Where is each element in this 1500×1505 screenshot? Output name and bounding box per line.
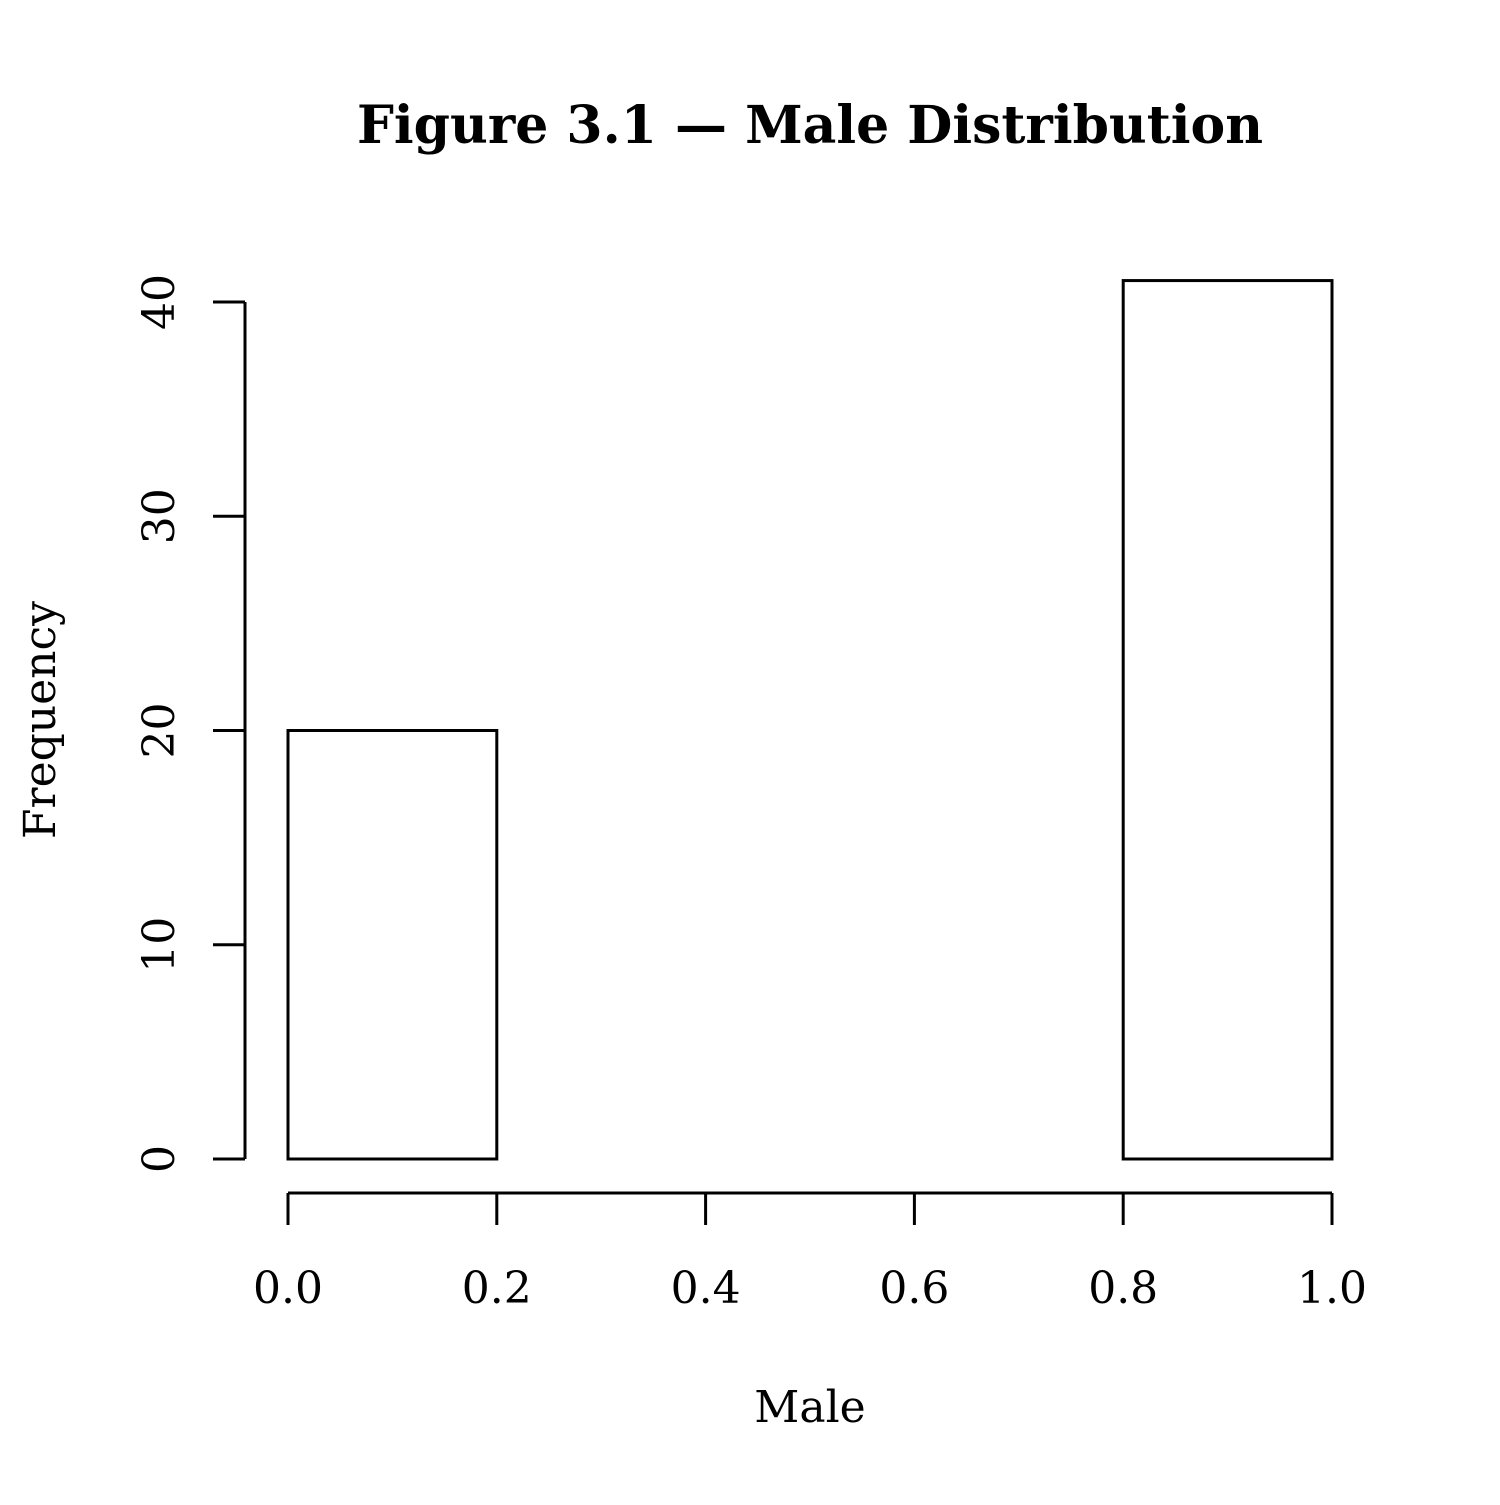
x-tick-label-0: 0.0 — [253, 1263, 323, 1314]
histogram-bar-0 — [286, 729, 499, 1161]
x-tick-label-3: 0.6 — [879, 1263, 949, 1314]
y-axis-title: Frequency — [15, 601, 66, 839]
y-tick-label-0: 0 — [134, 1145, 185, 1173]
y-tick-label-3: 30 — [134, 488, 185, 544]
x-tick-label-5: 1.0 — [1297, 1263, 1367, 1314]
chart-title: Figure 3.1 — Male Distribution — [357, 95, 1263, 156]
y-tick-label-1: 10 — [134, 917, 185, 973]
x-tick-label-2: 0.4 — [671, 1263, 741, 1314]
x-tick-label-1: 0.2 — [462, 1263, 532, 1314]
x-axis: 0.0 0.2 0.4 0.6 0.8 1.0 — [253, 1191, 1367, 1314]
bars-layer — [286, 279, 1334, 1161]
y-tick-label-2: 20 — [134, 703, 185, 759]
y-axis: 0 10 20 30 40 — [134, 274, 247, 1173]
histogram-bar-4 — [1121, 279, 1334, 1161]
y-tick-label-4: 40 — [134, 274, 185, 330]
x-tick-label-4: 0.8 — [1088, 1263, 1158, 1314]
x-axis-title: Male — [754, 1382, 865, 1433]
